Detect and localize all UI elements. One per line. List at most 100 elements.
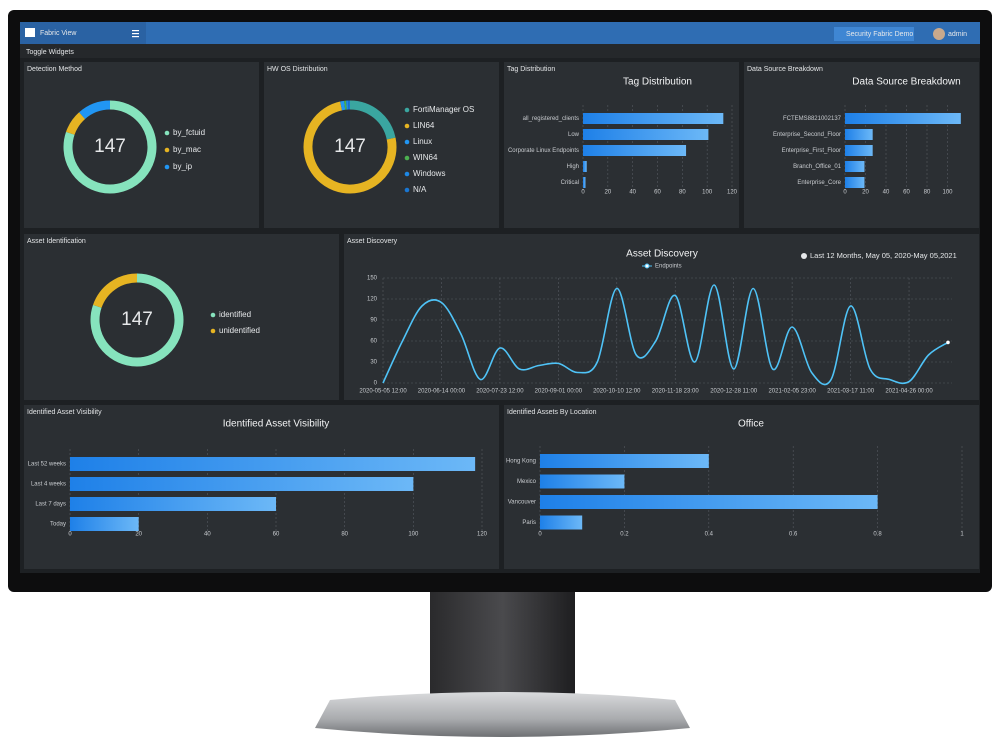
x-tick-label: 1 <box>960 532 964 538</box>
bar <box>845 113 961 124</box>
widget-title: Asset Identification <box>27 238 86 245</box>
legend-label: WIN64 <box>413 153 438 162</box>
donut-segment <box>66 112 86 136</box>
y-tick-label: Mexico <box>517 479 537 485</box>
x-tick-label: 40 <box>629 190 636 196</box>
y-tick-label: 30 <box>370 360 377 366</box>
bar <box>583 177 586 188</box>
y-tick-label: Last 52 weeks <box>28 462 66 468</box>
y-tick-label: Enterprise_First_Floor <box>782 148 841 154</box>
bar <box>845 129 873 140</box>
menu-icon[interactable] <box>132 30 139 38</box>
x-tick-label: 2021-04-26 00:00 <box>885 389 933 395</box>
bar <box>845 145 873 156</box>
x-tick-label: 80 <box>341 532 348 538</box>
x-tick-label: 2020-11-18 23:00 <box>652 389 700 395</box>
x-tick-label: 40 <box>883 190 890 196</box>
fabric-button[interactable]: Security Fabric Demo <box>846 31 913 38</box>
widget-title: Asset Discovery <box>347 238 398 245</box>
app-name[interactable]: Fabric View <box>40 30 77 37</box>
chart-title: Data Source Breakdown <box>852 77 960 88</box>
x-tick-label: 0 <box>68 532 72 538</box>
bar <box>583 113 724 124</box>
donut-segment <box>303 101 397 194</box>
x-tick-label: 60 <box>654 190 661 196</box>
bar <box>70 477 414 491</box>
stand-neck <box>430 585 575 705</box>
legend-label: Windows <box>413 169 445 178</box>
widget-title: Identified Asset Visibility <box>27 409 102 416</box>
x-tick-label: 100 <box>942 190 953 196</box>
y-tick-label: Enterprise_Second_Floor <box>773 132 841 138</box>
x-tick-label: 2021-03-17 11:00 <box>827 389 875 395</box>
x-tick-label: 80 <box>679 190 686 196</box>
legend-label: N/A <box>413 185 427 194</box>
y-tick-label: Today <box>50 522 66 528</box>
legend-swatch <box>404 155 410 161</box>
donut-segment <box>63 100 157 194</box>
x-tick-label: 2021-02-05 23:00 <box>768 389 816 395</box>
toggle-widgets[interactable]: Toggle Widgets <box>26 49 74 56</box>
y-tick-label: Paris <box>522 520 536 526</box>
legend-label: by_ip <box>173 162 193 171</box>
x-tick-label: 0.6 <box>789 532 798 538</box>
logo-icon <box>25 28 35 37</box>
x-tick-label: 2020-07-23 12:00 <box>476 389 524 395</box>
x-tick-label: 0 <box>843 190 847 196</box>
x-tick-label: 60 <box>273 532 280 538</box>
legend-swatch <box>404 171 410 177</box>
legend-swatch <box>404 187 410 193</box>
bar <box>845 161 865 172</box>
nav-section <box>20 22 146 44</box>
chart-subtitle: Last 12 Months, May 05, 2020-May 05,2021 <box>810 251 957 260</box>
user-name[interactable]: admin <box>948 31 967 38</box>
widget-panel <box>344 234 979 400</box>
stand-base <box>315 692 690 737</box>
x-tick-label: 40 <box>204 532 211 538</box>
y-tick-label: 0 <box>374 381 378 387</box>
widget-panel <box>264 62 499 228</box>
chart-title: Office <box>738 419 764 430</box>
data-point <box>946 340 950 345</box>
x-tick-label: 20 <box>604 190 611 196</box>
x-tick-label: 60 <box>903 190 910 196</box>
bar <box>540 454 709 468</box>
x-tick-label: 2020-12-28 11:00 <box>710 389 758 395</box>
bar <box>70 497 276 511</box>
bar <box>540 495 878 509</box>
legend-swatch <box>164 147 170 153</box>
widget-title: Identified Assets By Location <box>507 409 597 416</box>
y-tick-label: Last 4 weeks <box>31 482 66 488</box>
x-tick-label: 100 <box>702 190 713 196</box>
donut-total: 147 <box>94 136 126 157</box>
donut-total: 147 <box>121 309 153 330</box>
bar <box>583 161 587 172</box>
legend-swatch <box>404 123 410 129</box>
y-tick-label: Last 7 days <box>35 502 66 508</box>
bar <box>70 517 139 531</box>
widget-panel <box>24 62 259 228</box>
y-tick-label: Enterprise_Core <box>797 180 841 186</box>
x-tick-label: 2020-09-01 00:00 <box>535 389 583 395</box>
y-tick-label: 60 <box>370 339 377 345</box>
x-tick-label: 80 <box>924 190 931 196</box>
fabric-button-bg[interactable] <box>834 27 914 41</box>
donut-segment <box>340 100 346 111</box>
x-tick-label: 2020-05-05 12:00 <box>359 389 407 395</box>
legend-label: by_fctuid <box>173 128 205 137</box>
avatar[interactable] <box>933 28 945 40</box>
chart-title: Identified Asset Visibility <box>223 419 330 430</box>
legend-dot <box>644 263 650 269</box>
y-tick-label: FCTEMS8821002137 <box>783 116 842 122</box>
widget-title: HW OS Distribution <box>267 66 328 73</box>
x-tick-label: 0 <box>581 190 585 196</box>
donut-segment <box>79 100 111 120</box>
x-tick-label: 2020-06-14 00:00 <box>418 389 466 395</box>
legend-swatch <box>404 107 410 113</box>
y-tick-label: Vancouver <box>508 500 536 506</box>
legend-label: by_mac <box>173 145 201 154</box>
chart-title: Tag Distribution <box>623 77 692 88</box>
x-tick-label: 100 <box>408 532 419 538</box>
y-tick-label: Branch_Office_01 <box>793 164 842 170</box>
legend-swatch <box>164 164 170 170</box>
